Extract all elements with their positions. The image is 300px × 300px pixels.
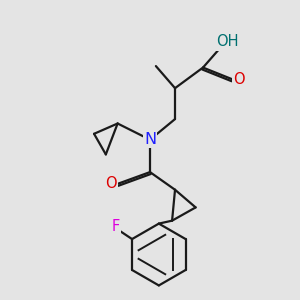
Text: O: O <box>105 176 117 191</box>
Text: F: F <box>111 219 119 234</box>
Text: O: O <box>233 72 245 87</box>
Text: OH: OH <box>216 34 239 50</box>
Text: N: N <box>144 132 156 147</box>
